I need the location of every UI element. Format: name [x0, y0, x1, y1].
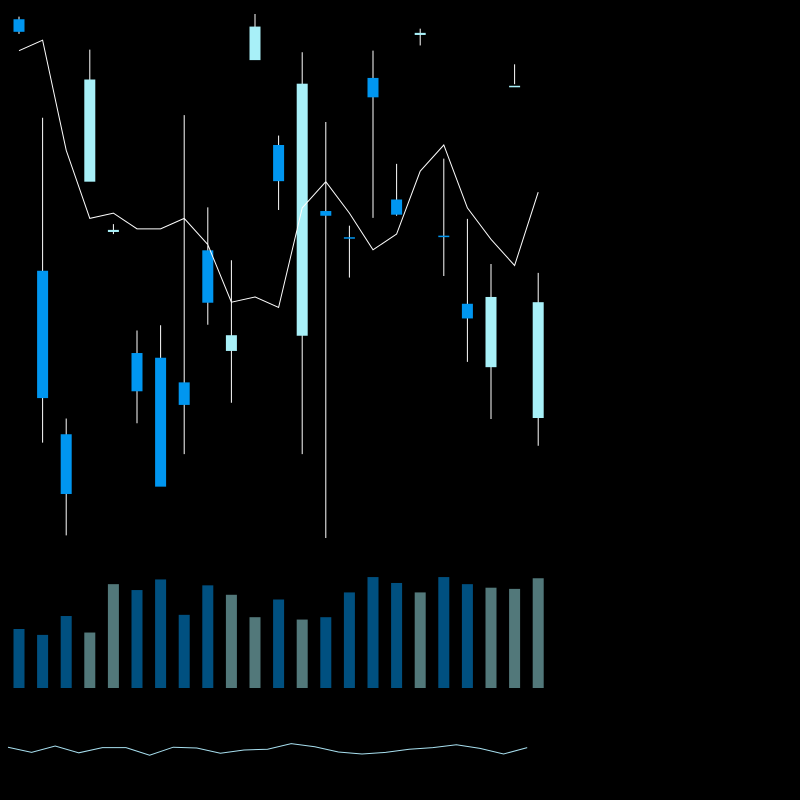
candle-body-down: [461, 303, 473, 319]
volume-bar: [178, 614, 190, 688]
candle: [414, 28, 426, 46]
volume-bar: [532, 578, 544, 688]
candle: [60, 418, 72, 536]
candle-body-down: [60, 434, 72, 494]
candle-body-up: [532, 302, 544, 419]
volume-bar: [60, 616, 72, 688]
volume-pane: [13, 577, 544, 688]
candle: [107, 224, 119, 235]
volume-bar: [202, 585, 214, 688]
candle-body-down: [438, 235, 450, 238]
candle: [225, 260, 237, 403]
volume-bar: [296, 619, 308, 688]
volume-bar: [509, 588, 521, 688]
candle: [461, 218, 473, 362]
moving-average-line: [18, 39, 539, 309]
volume-bar: [367, 577, 379, 688]
volume-bar: [37, 634, 49, 688]
volume-bar: [485, 587, 497, 688]
candle: [532, 272, 544, 446]
candle: [155, 325, 167, 487]
volume-bar: [320, 617, 332, 688]
volume-bar: [249, 617, 261, 688]
volume-bar: [225, 594, 237, 688]
candle: [320, 121, 332, 538]
candle: [273, 135, 285, 210]
volume-bar: [13, 629, 25, 688]
candle-body-up: [249, 26, 261, 61]
candle-body-down: [320, 211, 332, 216]
candle-body-up: [485, 296, 497, 368]
candle-body-down: [155, 357, 167, 487]
candle-body-up: [225, 335, 237, 351]
candle: [13, 16, 25, 34]
candle: [37, 117, 49, 443]
volume-bar: [438, 577, 450, 688]
volume-bar: [273, 599, 285, 688]
candle-body-down: [343, 237, 355, 239]
candle: [131, 330, 143, 424]
candle: [178, 115, 190, 455]
candle-body-up: [414, 32, 426, 35]
candle-body-down: [13, 19, 25, 32]
indicator-line: [7, 743, 528, 756]
candle: [202, 207, 214, 325]
candle-body-down: [391, 199, 403, 215]
candle: [84, 49, 96, 182]
volume-bar: [461, 584, 473, 688]
volume-bar: [107, 584, 119, 688]
candle-body-down: [131, 353, 143, 392]
candle: [367, 50, 379, 218]
candle-body-up: [509, 85, 521, 88]
candle: [509, 64, 521, 88]
candle-body-down: [367, 77, 379, 98]
candle: [391, 163, 403, 216]
volume-bar: [391, 582, 403, 688]
candle-body-down: [273, 145, 285, 182]
volume-bar: [84, 632, 96, 688]
candle-body-down: [202, 250, 214, 303]
volume-bar: [155, 579, 167, 688]
volume-bar: [131, 590, 143, 688]
indicator-pane: [7, 743, 528, 756]
candle-body-down: [178, 382, 190, 405]
candle: [249, 14, 261, 61]
candle-body-up: [107, 229, 119, 232]
volume-bar: [343, 592, 355, 688]
price-pane: [13, 14, 544, 538]
candle: [438, 158, 450, 276]
candle: [485, 263, 497, 420]
candle-body-down: [37, 270, 49, 399]
volume-bar: [414, 592, 426, 688]
candle: [343, 225, 355, 278]
candle-body-up: [84, 79, 96, 182]
